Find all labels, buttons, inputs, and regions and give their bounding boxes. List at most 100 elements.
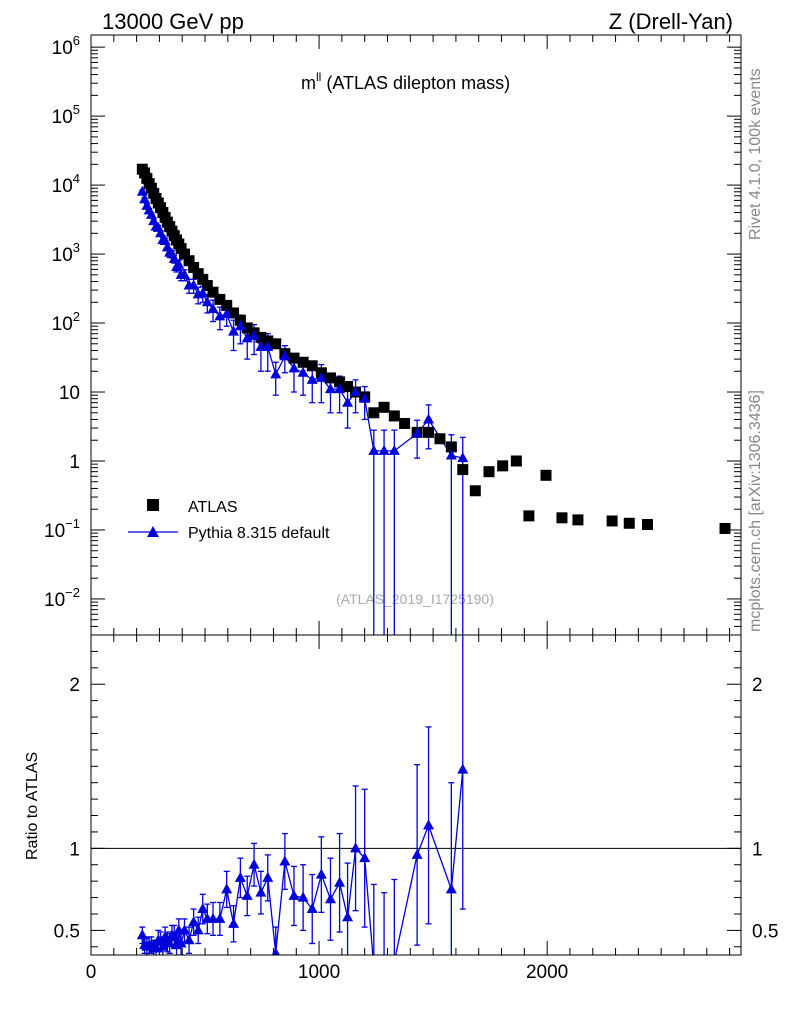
atlas-data-point: [228, 307, 240, 319]
atlas-data-point: [388, 410, 400, 422]
ratio-data-point: [279, 855, 291, 866]
ratio-data-point: [255, 886, 267, 897]
ratio-data-point: [221, 883, 233, 894]
mc-data-point: [270, 368, 282, 379]
mc-data-point: [207, 302, 219, 313]
mc-data-point: [221, 308, 233, 319]
plot-title: mll (ATLAS dilepton mass): [301, 70, 510, 93]
y-tick-label-base: 10: [59, 383, 80, 404]
mc-data-point: [201, 296, 213, 307]
ratio-data-point: [197, 903, 209, 914]
y-tick-label-exp: 2: [73, 309, 80, 324]
ratio-data-point: [188, 916, 200, 927]
mc-data-point: [350, 386, 362, 397]
atlas-data-point: [540, 469, 552, 481]
legend: ATLAS Pythia 8.315 default: [128, 499, 330, 542]
ratio-data-point: [192, 924, 204, 935]
legend-atlas-marker: [147, 499, 159, 511]
plot-title-rest: (ATLAS dilepton mass): [321, 73, 510, 93]
ratio-x-tick-labels: 0 1000 2000: [86, 962, 569, 983]
y-tick-label: 106: [52, 33, 80, 59]
ratio-data-point: [179, 924, 191, 935]
plot-title-sup: ll: [316, 70, 321, 84]
y-tick-label: 104: [52, 171, 80, 197]
atlas-data-point: [188, 261, 200, 273]
mc-data-point: [334, 383, 346, 394]
y-tick-label: 102: [52, 309, 80, 335]
header-right-label: Z (Drell-Yan): [609, 9, 733, 34]
ratio-data-point: [334, 876, 346, 887]
ratio-data-point: [234, 871, 246, 882]
y-tick-label-base: 10: [52, 107, 73, 128]
mc-data-point: [197, 287, 209, 298]
legend-atlas-label: ATLAS: [188, 499, 238, 516]
atlas-data-point: [523, 510, 535, 522]
atlas-data-point: [556, 512, 568, 524]
mc-data-point: [315, 371, 327, 382]
ratio-data-point: [342, 911, 354, 922]
ratio-data-point: [445, 883, 457, 894]
atlas-data-point: [334, 376, 346, 388]
atlas-data-point: [641, 519, 653, 530]
y-tick-label: 10−1: [44, 516, 80, 542]
ratio-data-point: [175, 937, 187, 948]
mc-data-point: [179, 268, 191, 279]
ratio-data-point: [288, 889, 300, 900]
mc-data-point: [248, 329, 260, 340]
atlas-data-point: [183, 255, 195, 267]
atlas-data-point: [606, 515, 618, 527]
header-left-label: 13000 GeV pp: [102, 9, 244, 34]
y-tick-label-exp: −1: [65, 516, 80, 531]
watermark-label: (ATLAS_2019_I1725190): [336, 591, 494, 607]
ratio-data-point: [228, 917, 240, 928]
ratio-data-point: [248, 858, 260, 869]
mc-data-point: [279, 350, 291, 361]
atlas-data-point: [434, 433, 446, 445]
y-tick-label-base: 10: [52, 245, 73, 266]
atlas-data-point: [270, 338, 282, 350]
y-tick-label-exp: 6: [73, 33, 80, 48]
ratio-plot-panel: 0.5 0.5 1 1 2 2 0 1000 2000 Ratio to ATLAS: [24, 634, 778, 983]
y-tick-label-base: 10: [52, 176, 73, 197]
ratio-data-point: [241, 889, 253, 900]
mc-data-point: [411, 427, 423, 438]
mc-data-point: [136, 185, 148, 196]
mc-data-point: [342, 396, 354, 407]
ratio-y-tick-label-right: 1: [752, 839, 763, 860]
atlas-data-point: [378, 401, 390, 413]
mc-markers: [136, 185, 469, 463]
atlas-data-point: [221, 299, 233, 311]
data-markers: [136, 163, 731, 534]
atlas-data-point: [469, 485, 481, 497]
ratio-axis-ticks: [90, 635, 741, 955]
ratio-panel-frame: [90, 634, 742, 956]
atlas-data-point: [306, 360, 318, 372]
ratio-data-point: [271, 947, 280, 955]
ratio-y-tick-label-right: 2: [752, 675, 763, 696]
mc-data-point: [359, 392, 371, 403]
mc-data-point: [288, 362, 300, 373]
mc-data-point: [378, 444, 390, 455]
ratio-data-point: [306, 903, 318, 914]
mc-data-point: [234, 320, 246, 331]
ratio-data-point: [457, 763, 469, 774]
atlas-data-point: [234, 314, 246, 326]
ratio-markers: [136, 763, 469, 955]
atlas-data-point: [201, 280, 213, 292]
atlas-data-point: [262, 335, 274, 347]
y-tick-label-exp: 4: [73, 171, 80, 186]
atlas-data-point: [179, 248, 191, 260]
ratio-data-point: [423, 819, 435, 830]
atlas-data-point: [241, 322, 253, 334]
mc-data-point: [297, 366, 309, 377]
y-tick-label-base: 10: [52, 314, 73, 335]
mc-data-point: [173, 258, 185, 269]
y-tick-label-base: 10: [44, 590, 65, 611]
atlas-data-point: [342, 381, 354, 393]
atlas-data-point: [623, 517, 635, 529]
ratio-data-point: [262, 871, 274, 882]
main-plot-panel: mll (ATLAS dilepton mass) (ATLAS_2019_I1…: [44, 33, 742, 636]
mc-data-point: [306, 373, 318, 384]
